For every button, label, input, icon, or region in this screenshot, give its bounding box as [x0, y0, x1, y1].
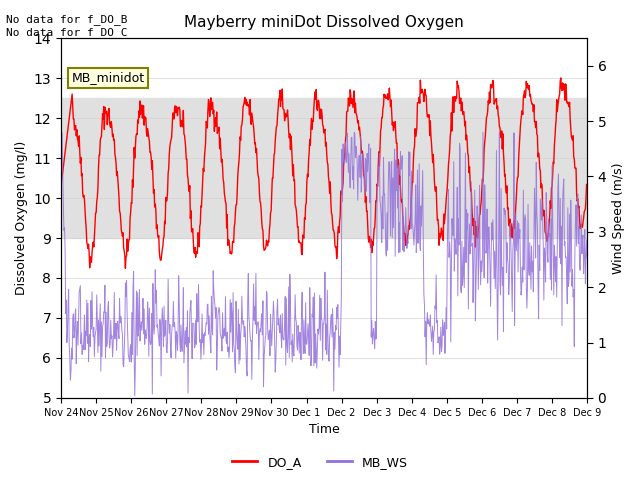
Text: No data for f_DO_B
No data for f_DO_C: No data for f_DO_B No data for f_DO_C: [6, 14, 128, 38]
Bar: [61, 98, 587, 238]
Legend: DO_A, MB_WS: DO_A, MB_WS: [227, 451, 413, 474]
Text: MB_minidot: MB_minidot: [72, 72, 145, 84]
Y-axis label: Dissolved Oxygen (mg/l): Dissolved Oxygen (mg/l): [15, 141, 28, 295]
X-axis label: Time: Time: [308, 423, 339, 436]
Title: Mayberry miniDot Dissolved Oxygen: Mayberry miniDot Dissolved Oxygen: [184, 15, 464, 30]
Y-axis label: Wind Speed (m/s): Wind Speed (m/s): [612, 162, 625, 274]
